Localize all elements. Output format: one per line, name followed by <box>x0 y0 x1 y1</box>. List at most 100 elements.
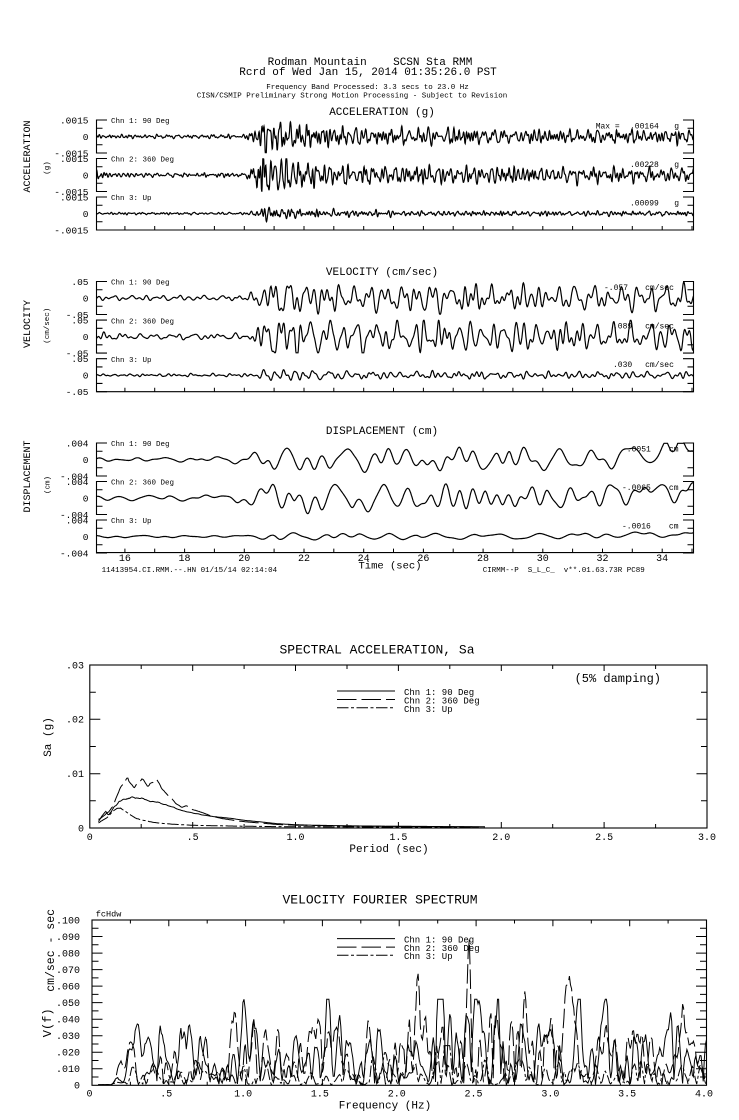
svg-text:ACCELERATION (g): ACCELERATION (g) <box>329 107 435 119</box>
svg-text:0: 0 <box>83 170 89 181</box>
svg-text:.050: .050 <box>56 999 80 1010</box>
svg-text:.090: .090 <box>56 933 80 944</box>
svg-text:20: 20 <box>238 554 250 565</box>
svg-text:1.0: 1.0 <box>234 1090 252 1101</box>
svg-text:CIRMM--P S_L_C_ v**.01.63.73: CIRMM--P S_L_C_ v**.01.63.73R PC89 <box>483 567 645 575</box>
svg-text:Chn 1: 90 Deg: Chn 1: 90 Deg <box>404 688 474 698</box>
svg-text:.05: .05 <box>71 277 88 288</box>
svg-text:Sa (g): Sa (g) <box>43 717 55 757</box>
svg-text:-.0016: -.0016 <box>622 523 651 532</box>
svg-text:(cm/sec): (cm/sec) <box>44 308 52 344</box>
svg-text:DISPLACEMENT: DISPLACEMENT <box>23 440 34 512</box>
svg-text:.089: .089 <box>613 323 632 332</box>
svg-text:.004: .004 <box>66 515 89 526</box>
svg-text:16: 16 <box>119 554 131 565</box>
svg-text:VELOCITY: VELOCITY <box>23 300 34 348</box>
svg-text:Chn 3: Up: Chn 3: Up <box>111 357 152 365</box>
svg-text:-.004: -.004 <box>60 548 89 559</box>
svg-text:.05: .05 <box>71 354 88 365</box>
svg-text:Chn 2: 360 Deg: Chn 2: 360 Deg <box>111 480 174 488</box>
svg-text:24: 24 <box>358 554 370 565</box>
svg-text:fcHdw: fcHdw <box>96 910 122 920</box>
svg-text:g: g <box>674 161 679 170</box>
svg-text:.5: .5 <box>187 833 199 844</box>
svg-text:0: 0 <box>83 332 89 343</box>
svg-text:.004: .004 <box>66 477 89 488</box>
svg-text:Chn 1: 90 Deg: Chn 1: 90 Deg <box>111 441 170 449</box>
svg-text:1.0: 1.0 <box>287 833 305 844</box>
svg-text:Chn 1: 90 Deg: Chn 1: 90 Deg <box>111 280 170 288</box>
svg-text:0: 0 <box>87 833 93 844</box>
svg-text:(cm): (cm) <box>45 476 53 494</box>
svg-text:-.0065: -.0065 <box>622 484 651 493</box>
svg-text:3.5: 3.5 <box>618 1090 636 1101</box>
svg-text:3.0: 3.0 <box>541 1090 559 1101</box>
svg-text:Period (sec): Period (sec) <box>349 844 428 856</box>
svg-text:22: 22 <box>298 554 310 565</box>
svg-text:1.5: 1.5 <box>311 1090 329 1101</box>
svg-text:-.0015: -.0015 <box>54 225 89 236</box>
svg-text:0: 0 <box>83 209 89 220</box>
svg-text:.060: .060 <box>56 982 80 993</box>
svg-text:.00164: .00164 <box>630 123 659 132</box>
svg-text:.030: .030 <box>613 361 632 370</box>
svg-text:Chn 1: 90 Deg: Chn 1: 90 Deg <box>404 936 474 946</box>
svg-text:.004: .004 <box>66 438 89 449</box>
svg-text:VELOCITY FOURIER SPECTRUM: VELOCITY FOURIER SPECTRUM <box>282 893 477 908</box>
svg-text:4.0: 4.0 <box>695 1090 713 1101</box>
svg-text:.0015: .0015 <box>60 115 89 126</box>
svg-text:-.05: -.05 <box>66 310 89 321</box>
svg-text:.100: .100 <box>56 916 80 927</box>
svg-text:3.0: 3.0 <box>698 833 716 844</box>
svg-text:.5: .5 <box>160 1090 172 1101</box>
svg-text:DISPLACEMENT (cm): DISPLACEMENT (cm) <box>326 426 438 438</box>
svg-text:0: 0 <box>78 824 84 835</box>
svg-text:-.05: -.05 <box>66 348 89 359</box>
svg-text:0: 0 <box>83 493 89 504</box>
svg-text:VELOCITY (cm/sec): VELOCITY (cm/sec) <box>326 267 438 279</box>
svg-text:ACCELERATION: ACCELERATION <box>23 120 34 192</box>
svg-text:Chn 3: Up: Chn 3: Up <box>111 518 152 526</box>
svg-text:V(f): V(f) <box>41 1008 55 1037</box>
svg-text:0: 0 <box>74 1082 80 1093</box>
svg-text:2.0: 2.0 <box>388 1090 406 1101</box>
svg-text:.030: .030 <box>56 1032 80 1043</box>
svg-text:.0015: .0015 <box>60 154 89 165</box>
svg-text:cm/sec: cm/sec <box>645 284 674 293</box>
svg-text:g: g <box>674 123 679 132</box>
svg-text:(5% damping): (5% damping) <box>575 672 661 686</box>
svg-text:.01: .01 <box>66 770 84 781</box>
svg-text:cm: cm <box>669 484 679 493</box>
svg-text:-.0015: -.0015 <box>54 148 89 159</box>
svg-text:30: 30 <box>537 554 549 565</box>
svg-text:.05: .05 <box>71 315 88 326</box>
svg-text:Chn 3: Up: Chn 3: Up <box>111 195 152 203</box>
svg-text:.02: .02 <box>66 716 84 727</box>
svg-text:0: 0 <box>83 455 89 466</box>
svg-text:Rcrd of Wed Jan 15, 2014 01:35: Rcrd of Wed Jan 15, 2014 01:35:26.0 PST <box>239 67 497 79</box>
svg-text:Chn 3: Up: Chn 3: Up <box>404 705 453 715</box>
svg-text:.03: .03 <box>66 661 84 672</box>
svg-text:1.5: 1.5 <box>389 833 407 844</box>
svg-text:0: 0 <box>83 132 89 143</box>
svg-text:cm: cm <box>669 523 679 532</box>
svg-text:cm/sec - sec: cm/sec - sec <box>45 909 58 992</box>
svg-text:-.057: -.057 <box>604 284 628 293</box>
svg-text:-.05: -.05 <box>66 387 89 398</box>
svg-text:-.0015: -.0015 <box>54 187 89 198</box>
svg-text:34: 34 <box>656 554 668 565</box>
svg-text:.00228: .00228 <box>630 161 659 170</box>
svg-text:CISN/CSMIP Preliminary Strong: CISN/CSMIP Preliminary Strong Motion Pro… <box>197 93 508 101</box>
svg-text:Frequency Band Processed: 3.3: Frequency Band Processed: 3.3 secs to 23… <box>266 84 469 92</box>
svg-text:Chn 2: 360 Deg: Chn 2: 360 Deg <box>111 318 174 326</box>
svg-text:Time (sec): Time (sec) <box>358 561 421 573</box>
svg-text:26: 26 <box>417 554 429 565</box>
svg-text:SPECTRAL ACCELERATION, Sa: SPECTRAL ACCELERATION, Sa <box>279 643 474 658</box>
svg-text:Rodman Mountain SCSN Sta RM: Rodman Mountain SCSN Sta RMM <box>268 57 473 69</box>
svg-text:.080: .080 <box>56 949 80 960</box>
svg-text:18: 18 <box>179 554 191 565</box>
svg-text:cm: cm <box>669 446 679 455</box>
svg-text:28: 28 <box>477 554 489 565</box>
svg-text:0: 0 <box>83 293 89 304</box>
svg-text:Chn 2: 360 Deg: Chn 2: 360 Deg <box>404 697 480 707</box>
